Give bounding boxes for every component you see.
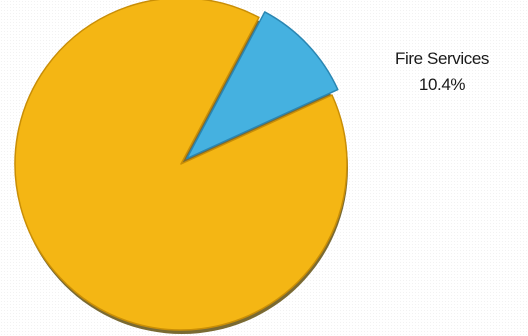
slice-label-percent: 10.4% — [418, 75, 466, 94]
pie-slice-fire-services — [186, 11, 339, 160]
pie-slice-remainder — [14, 0, 348, 331]
fire-services-data-label: Fire Services 10.4% — [372, 46, 512, 98]
slice-label-name: Fire Services — [395, 49, 489, 68]
